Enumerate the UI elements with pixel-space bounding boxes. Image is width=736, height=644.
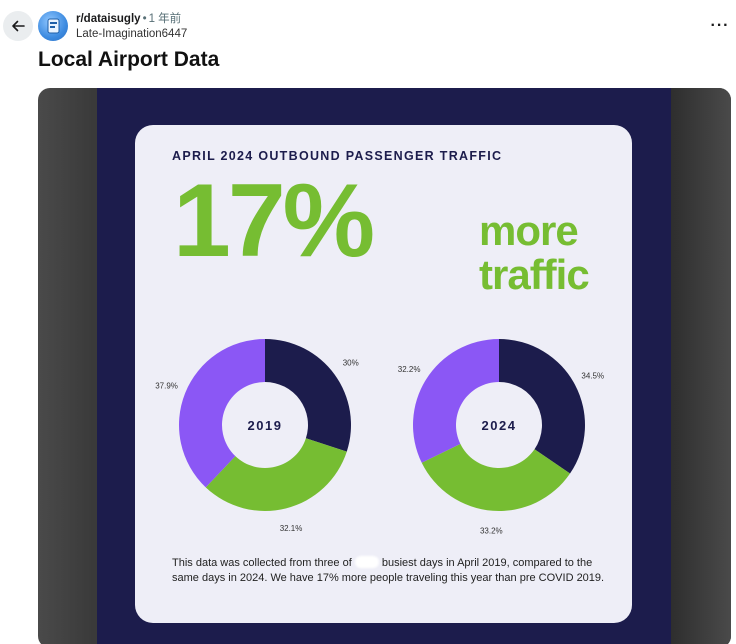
infographic-note: This data was collected from three of bu… (172, 556, 612, 586)
subreddit-link[interactable]: r/dataisugly (76, 13, 141, 25)
donut-slice-label: 33.2% (480, 527, 503, 536)
infographic-poster: APRIL 2024 OUTBOUND PASSENGER TRAFFIC 17… (97, 88, 671, 644)
author-link[interactable]: Late-Imagination6447 (76, 28, 188, 40)
donut-slice-label: 32.2% (398, 365, 421, 374)
donut-slice-label: 34.5% (581, 372, 604, 381)
redacted-blur (354, 556, 379, 568)
donut-slice-label: 32.1% (280, 524, 303, 533)
subreddit-avatar[interactable] (38, 11, 68, 41)
more-horizontal-icon: ··· (710, 17, 730, 34)
back-button[interactable] (3, 11, 33, 41)
separator-dot: • (142, 13, 147, 25)
donut-slice-purple (413, 339, 499, 463)
note-text-part2: busiest days in April 2019, compared to … (172, 557, 605, 584)
infographic-heading: APRIL 2024 OUTBOUND PASSENGER TRAFFIC (172, 149, 503, 163)
donut-slice-green (421, 443, 571, 511)
post-title[interactable]: Local Airport Data (38, 48, 220, 71)
donut-svg-2024: 34.5% 33.2% 32.2% (398, 339, 604, 536)
donut-slice-label: 30% (343, 359, 359, 368)
donut-slice-navy (499, 339, 585, 474)
donut-chart-2019: 30% 32.1% 37.9% 2019 (155, 339, 359, 533)
infographic-card: APRIL 2024 OUTBOUND PASSENGER TRAFFIC 17… (135, 125, 632, 623)
donut-slice-navy (265, 339, 351, 452)
donut-center-label-2019: 2019 (247, 417, 283, 433)
more-text-line1: more (479, 207, 579, 254)
big-percent: 17% (173, 163, 375, 279)
post-age: 1 年前 (148, 13, 182, 25)
note-text-part1: This data was collected from three of (172, 557, 352, 569)
post-image[interactable]: APRIL 2024 OUTBOUND PASSENGER TRAFFIC 17… (38, 88, 731, 644)
more-traffic-text: more traffic (479, 207, 590, 298)
donut-center-label-2024: 2024 (481, 417, 517, 433)
donut-svg-2019: 30% 32.1% 37.9% (155, 339, 359, 533)
donut-slice-purple (178, 339, 265, 488)
post-meta: r/dataisugly • 1 年前 Late-Imagination6447 (76, 12, 187, 42)
donut-chart-2024: 34.5% 33.2% 32.2% 2024 (398, 339, 604, 536)
donut-slice-green (205, 438, 347, 511)
more-options-button[interactable]: ··· (708, 14, 732, 38)
arrow-left-icon (12, 20, 25, 32)
donut-slice-label: 37.9% (155, 382, 178, 391)
more-text-line2: traffic (479, 251, 590, 298)
